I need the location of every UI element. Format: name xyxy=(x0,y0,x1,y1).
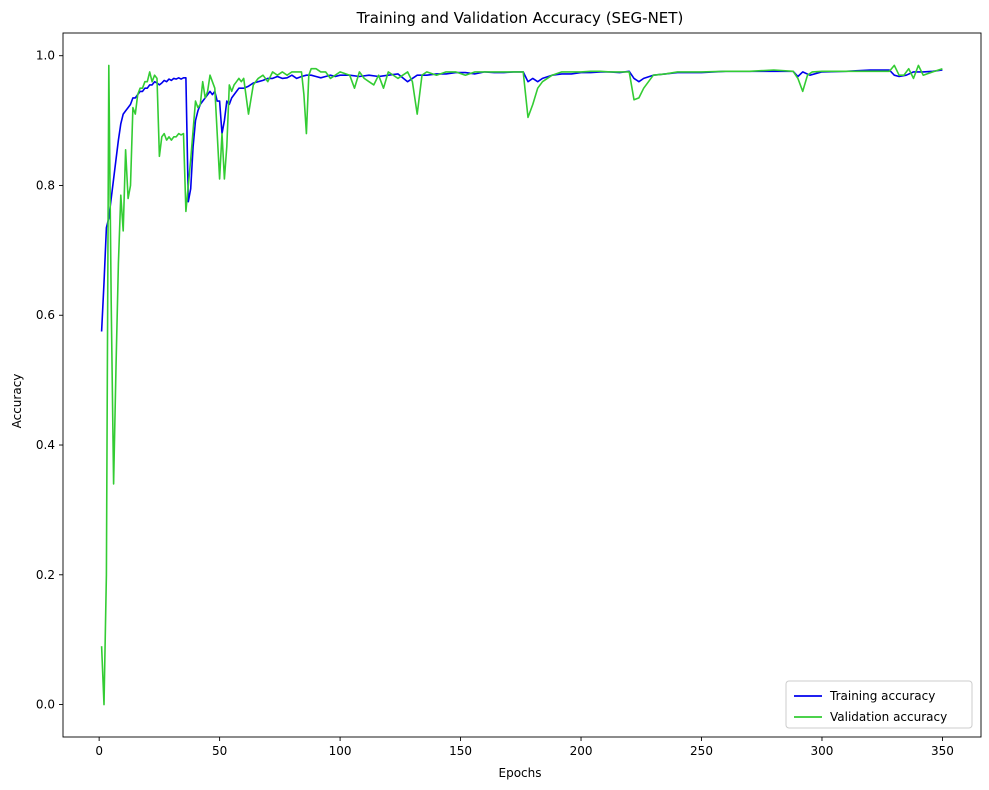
x-tick-label: 150 xyxy=(449,744,472,758)
y-tick-label: 0.0 xyxy=(36,698,55,712)
x-tick-label: 250 xyxy=(690,744,713,758)
x-tick-label: 200 xyxy=(570,744,593,758)
x-tick-label: 300 xyxy=(811,744,834,758)
y-tick-label: 1.0 xyxy=(36,49,55,63)
legend: Training accuracy Validation accuracy xyxy=(785,680,973,729)
y-tick-label: 0.6 xyxy=(36,308,55,322)
series-line-1 xyxy=(100,64,943,706)
chart-title: Training and Validation Accuracy (SEG-NE… xyxy=(356,9,684,27)
y-tick-label: 0.2 xyxy=(36,568,55,582)
plot-area xyxy=(100,64,943,706)
legend-label-0: Training accuracy xyxy=(829,689,935,703)
y-tick-label: 0.8 xyxy=(36,178,55,192)
y-tick-label: 0.4 xyxy=(36,438,55,452)
y-axis-label: Accuracy xyxy=(10,374,24,429)
x-tick-label: 0 xyxy=(95,744,103,758)
x-tick-label: 100 xyxy=(329,744,352,758)
plot-frame xyxy=(62,32,982,738)
series-line-0 xyxy=(100,69,943,332)
legend-label-1: Validation accuracy xyxy=(830,710,947,724)
legend-box xyxy=(785,680,973,729)
axes: 0 50 100 150 200 250 300 350 0.0 0.2 0.4 0.6 0.8 1.0 xyxy=(36,32,982,758)
x-tick-label: 350 xyxy=(931,744,954,758)
x-axis-label: Epochs xyxy=(499,766,542,780)
x-tick-label: 50 xyxy=(212,744,227,758)
